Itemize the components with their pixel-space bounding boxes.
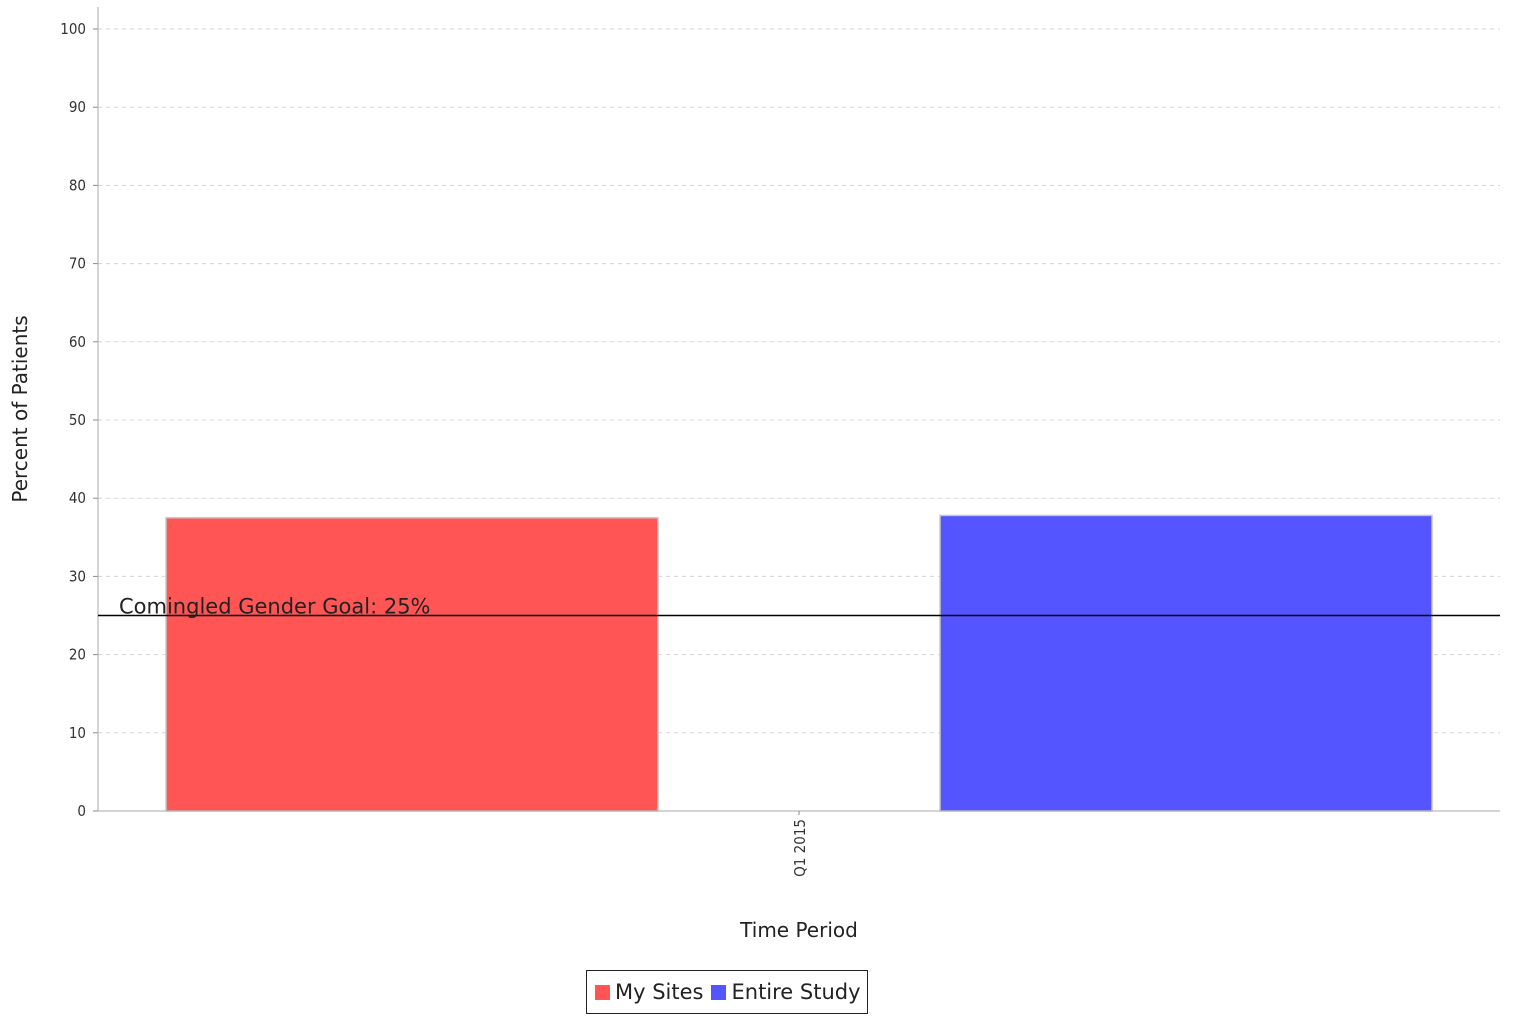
y-tick-label: 90: [69, 98, 86, 116]
axes: 0 10 20 30 40 50 60 70 80 90 100 Q1 2015: [60, 7, 1500, 877]
y-tick-label: 70: [69, 255, 86, 273]
legend-swatch: [711, 984, 727, 1000]
y-axis-title: Percent of Patients: [8, 315, 32, 502]
y-tick-label: 0: [77, 802, 86, 820]
legend-swatch: [595, 984, 610, 1000]
y-tick-label: 40: [69, 489, 86, 507]
x-tick-label: Q1 2015: [791, 819, 809, 877]
y-tick-label: 100: [60, 20, 86, 38]
y-tick-label: 50: [69, 411, 86, 429]
legend-item: Entire Study: [711, 980, 861, 1004]
legend-label: Entire Study: [731, 980, 861, 1004]
legend: My Sites Entire Study: [586, 970, 868, 1014]
bar-entire-study: [939, 514, 1433, 812]
y-tick-label: 60: [69, 333, 86, 351]
y-tick-label: 30: [69, 567, 86, 585]
legend-label: My Sites: [615, 980, 704, 1004]
bar-my-sites: [165, 517, 659, 812]
legend-item: My Sites: [595, 980, 703, 1004]
y-tick-label: 80: [69, 176, 86, 194]
y-tick-label: 20: [69, 646, 86, 664]
y-tick-label: 10: [69, 724, 86, 742]
bars: [165, 514, 1433, 812]
x-axis-title: Time Period: [739, 918, 858, 942]
reference-line-group: Comingled Gender Goal: 25%: [98, 595, 1500, 619]
goal-reference-label: Comingled Gender Goal: 25%: [119, 595, 431, 619]
